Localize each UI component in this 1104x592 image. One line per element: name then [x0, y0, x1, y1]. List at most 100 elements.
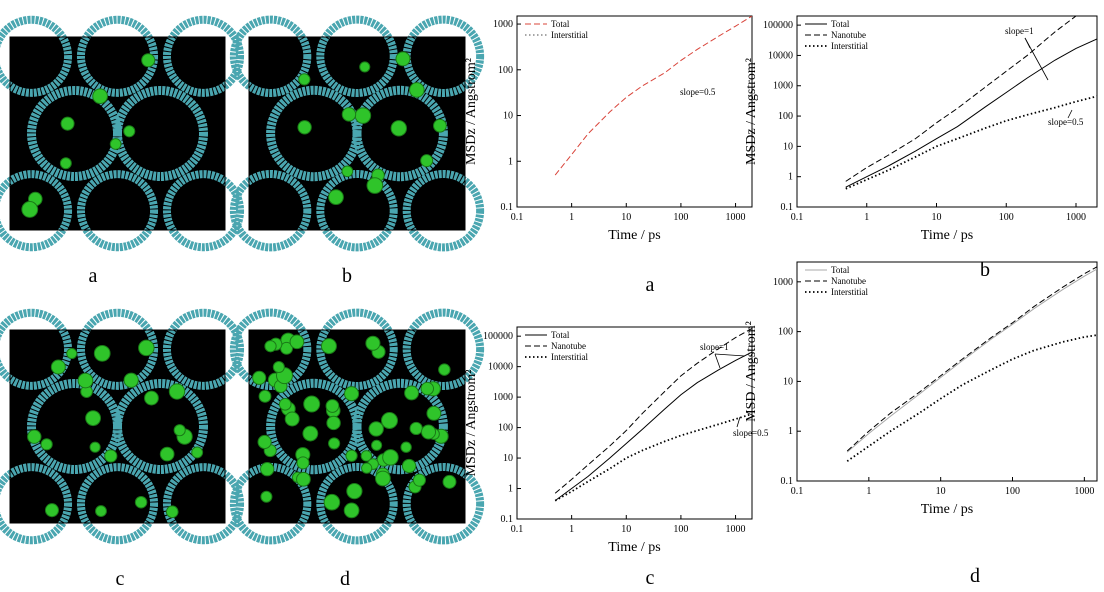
- x-tick-label: 1000: [726, 524, 746, 535]
- atom: [354, 107, 372, 124]
- image-label: d: [340, 568, 350, 590]
- atom: [27, 429, 42, 444]
- nanotube-arc: [316, 462, 398, 545]
- atom: [401, 458, 417, 474]
- y-tick-label: 1: [788, 426, 793, 437]
- atom: [328, 189, 344, 206]
- legend-label: Interstitial: [831, 287, 868, 297]
- atom: [278, 397, 292, 411]
- atom: [326, 415, 341, 431]
- x-tick-label: 1000: [1074, 486, 1094, 497]
- image-label: b: [342, 265, 352, 287]
- nanotube-arc: [316, 308, 398, 391]
- series-line: [554, 327, 752, 494]
- atom: [368, 421, 384, 437]
- atom: [302, 425, 319, 442]
- atom: [343, 502, 360, 519]
- caption: a: [646, 274, 655, 296]
- atom: [89, 441, 101, 453]
- nanotube-arc: [316, 169, 398, 252]
- x-tick-label: 0.1: [791, 212, 804, 223]
- atom: [346, 482, 363, 500]
- atom: [400, 441, 412, 453]
- atom: [168, 383, 186, 400]
- atom: [289, 334, 305, 350]
- atom: [438, 363, 451, 376]
- molecule-image: [229, 15, 485, 252]
- chart: 0.1 1 10 100 1000 0.1 1 10 100 1000 10000 100000 Tim…: [744, 15, 1098, 281]
- caption: d: [970, 565, 980, 587]
- nanotube-arc: [76, 463, 159, 545]
- x-tick-label: 100: [673, 524, 688, 535]
- x-tick-label: 100: [999, 212, 1014, 223]
- legend-label: Interstitial: [551, 30, 588, 40]
- caption: b: [980, 259, 990, 281]
- atom: [284, 411, 300, 427]
- y-tick-label: 100: [778, 111, 793, 122]
- x-tick-label: 1: [864, 212, 869, 223]
- x-tick-label: 100: [1005, 486, 1020, 497]
- series-line: [846, 334, 1097, 462]
- annotation: slope=0.5: [1048, 117, 1084, 127]
- nanotube-arc: [402, 308, 485, 391]
- y-tick-label: 1000: [773, 81, 793, 92]
- y-tick-label: 100: [498, 423, 513, 434]
- plot-frame: [516, 326, 753, 520]
- x-tick-label: 1: [569, 212, 574, 223]
- atom: [296, 471, 311, 487]
- atom: [252, 370, 267, 385]
- annotation-arrow: [714, 353, 746, 357]
- series-line: [845, 16, 1077, 182]
- atom: [375, 470, 391, 487]
- atom: [272, 360, 285, 374]
- y-tick-label: 100: [498, 65, 513, 76]
- series-line: [554, 351, 752, 502]
- nanotube-ring: [266, 85, 362, 182]
- chart: 0.1 1 10 100 1000 0.1 1 10 100 1000 Time / ps MSDz …: [464, 15, 753, 296]
- atom: [328, 437, 341, 450]
- atom: [66, 348, 78, 360]
- legend-label: Interstitial: [551, 352, 588, 362]
- atom: [382, 449, 399, 466]
- nanotube-arc: [162, 15, 245, 97]
- atom: [404, 385, 419, 401]
- y-axis-label: MSDz / Angstrom²: [464, 58, 479, 165]
- atom: [260, 462, 275, 477]
- y-tick-label: 0.1: [501, 514, 514, 525]
- atom: [360, 450, 373, 462]
- nanotube-ring: [113, 379, 208, 474]
- y-tick-label: 10000: [768, 50, 793, 61]
- x-tick-label: 1000: [1066, 212, 1086, 223]
- chart: 0.1 1 10 100 1000 0.1 1 10 100 1000 Time / ps MSD /…: [744, 261, 1098, 587]
- atom: [341, 107, 357, 122]
- atom: [433, 118, 447, 133]
- legend-label: Nanotube: [831, 276, 866, 286]
- atom: [344, 386, 360, 402]
- x-tick-label: 10: [932, 212, 942, 223]
- atom: [77, 372, 94, 389]
- y-tick-label: 10: [503, 111, 513, 122]
- atom: [109, 138, 122, 150]
- atom: [134, 495, 148, 509]
- nanotube-arc: [0, 170, 73, 252]
- annotation: slope=1: [1005, 26, 1034, 36]
- nanotube-arc: [229, 308, 312, 391]
- annotation: slope=0.5: [733, 428, 769, 438]
- y-tick-label: 1: [508, 156, 513, 167]
- x-tick-label: 0.1: [791, 486, 804, 497]
- atom: [257, 434, 272, 450]
- annotation-arrow: [1067, 109, 1073, 119]
- atom: [85, 410, 102, 427]
- x-tick-label: 0.1: [511, 524, 524, 535]
- atom: [420, 381, 435, 396]
- atom: [21, 201, 39, 218]
- atom: [165, 505, 179, 519]
- y-tick-label: 0.1: [781, 202, 794, 213]
- atom: [173, 424, 186, 437]
- atom: [325, 399, 340, 413]
- annotation-arrow: [1024, 37, 1049, 81]
- x-tick-label: 0.1: [511, 212, 524, 223]
- series-line: [846, 266, 1097, 452]
- atom: [40, 438, 53, 451]
- atom: [412, 473, 426, 487]
